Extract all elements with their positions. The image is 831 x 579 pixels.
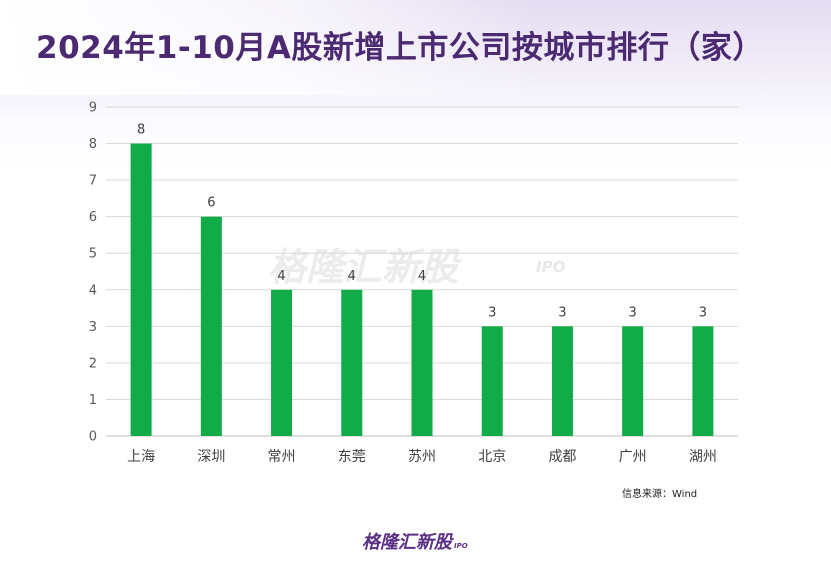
data-label: 6: [207, 196, 215, 211]
y-tick-label: 4: [89, 283, 97, 298]
x-tick-label: 北京: [478, 449, 506, 465]
bar: [411, 289, 433, 436]
data-label: 3: [558, 305, 566, 320]
x-tick-label: 上海: [127, 449, 155, 465]
bar: [271, 289, 293, 436]
y-tick-label: 9: [89, 101, 97, 116]
x-tick-label: 东莞: [338, 449, 366, 465]
y-tick-label: 2: [89, 356, 97, 371]
data-label: 3: [629, 305, 637, 320]
data-label: 4: [277, 269, 285, 284]
bar: [130, 143, 152, 437]
x-tick-label: 常州: [268, 449, 296, 465]
x-tick-label: 成都: [548, 449, 576, 465]
source-note: 信息来源：Wind: [622, 489, 698, 500]
x-tick-label: 广州: [619, 449, 647, 465]
y-tick-label: 8: [89, 137, 97, 152]
bar: [481, 326, 503, 436]
x-tick-label: 深圳: [197, 449, 225, 465]
y-tick-label: 3: [89, 320, 97, 335]
x-tick-label: 湖州: [689, 449, 717, 465]
y-tick-label: 1: [89, 393, 97, 408]
bar: [622, 326, 644, 436]
footer-logo-sub: IPO: [454, 542, 468, 550]
x-tick-label: 苏州: [408, 449, 436, 465]
data-label: 4: [348, 269, 356, 284]
data-label: 8: [137, 123, 145, 138]
footer-logo-text: 格隆汇新股: [362, 532, 452, 553]
chart-title: 2024年1-10月A股新增上市公司按城市排行（家）: [36, 30, 764, 66]
bar: [692, 326, 714, 436]
bar: [551, 326, 573, 436]
bar: [341, 289, 363, 436]
y-tick-label: 0: [89, 430, 97, 445]
y-tick-label: 6: [89, 210, 97, 225]
y-tick-label: 7: [89, 174, 97, 189]
y-tick-label: 5: [89, 247, 97, 262]
footer-logo: 格隆汇新股 IPO: [362, 528, 468, 553]
data-label: 3: [488, 305, 496, 320]
bar: [200, 216, 222, 436]
data-label: 3: [699, 305, 707, 320]
data-label: 4: [418, 269, 426, 284]
header-band: [0, 0, 831, 95]
